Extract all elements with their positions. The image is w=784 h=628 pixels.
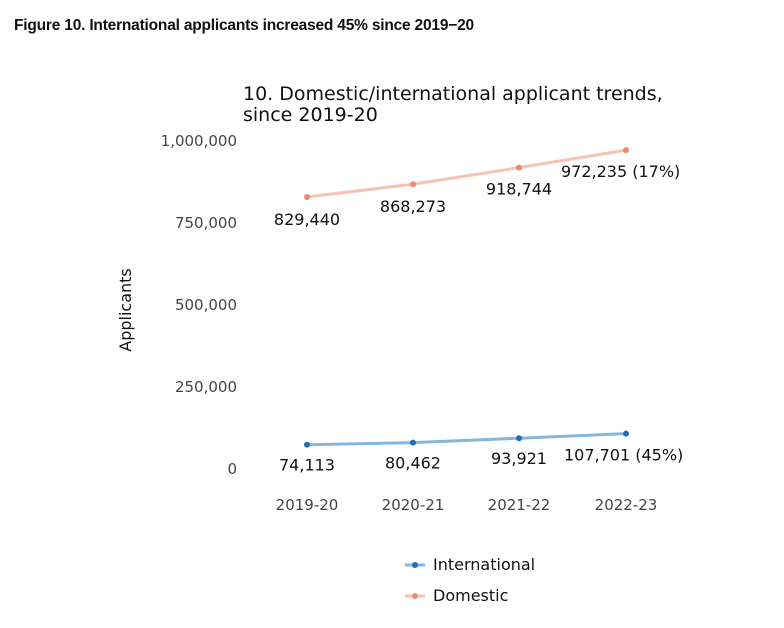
- legend-swatch-international-dot: [412, 562, 418, 568]
- data-label: 93,921: [491, 449, 547, 468]
- data-label: 107,701 (45%): [564, 446, 683, 465]
- y-tick-label: 0: [227, 460, 237, 478]
- y-tick-label: 750,000: [175, 214, 237, 232]
- y-ticks: 0 250,000 500,000 750,000 1,000,000: [161, 132, 237, 478]
- legend: International Domestic: [405, 555, 535, 605]
- data-label: 80,462: [385, 454, 441, 473]
- y-tick-label: 250,000: [175, 378, 237, 396]
- series-line-domestic: [305, 148, 628, 199]
- y-tick-label: 500,000: [175, 296, 237, 314]
- data-point: [516, 164, 522, 171]
- legend-swatch-domestic-dot: [412, 593, 418, 599]
- data-point: [623, 430, 629, 437]
- x-tick-label: 2020-21: [382, 496, 445, 514]
- series-domestic: 829,440 868,273 918,744 972,235 (17%): [274, 147, 680, 229]
- x-tick-label: 2019-20: [276, 496, 339, 514]
- data-point: [410, 181, 416, 188]
- data-point: [304, 441, 310, 448]
- legend-label-domestic: Domestic: [433, 586, 508, 605]
- data-label: 74,113: [279, 456, 335, 475]
- x-ticks: 2019-20 2020-21 2021-22 2022-23: [276, 496, 658, 514]
- x-tick-label: 2022-23: [595, 496, 658, 514]
- x-tick-label: 2021-22: [488, 496, 551, 514]
- chart-title-line-2: since 2019-20: [243, 104, 378, 126]
- data-label: 868,273: [380, 197, 446, 216]
- legend-label-international: International: [433, 555, 535, 574]
- data-point: [410, 439, 416, 446]
- data-label: 829,440: [274, 210, 340, 229]
- series-layer: 74,113 80,462 93,921 107,701 (45%) 829,440 86…: [274, 147, 683, 475]
- data-point: [304, 193, 310, 200]
- data-point: [623, 147, 629, 154]
- series-line-international: [305, 432, 628, 447]
- data-label: 972,235 (17%): [561, 162, 680, 181]
- y-axis-label: Applicants: [116, 268, 135, 352]
- figure-title: Figure 10. International applicants incr…: [14, 17, 474, 34]
- series-international: 74,113 80,462 93,921 107,701 (45%): [279, 430, 683, 475]
- legend-item-international: International: [405, 555, 535, 574]
- data-label: 918,744: [486, 180, 552, 199]
- chart-title-line-1: 10. Domestic/international applicant tre…: [243, 83, 663, 105]
- legend-item-domestic: Domestic: [405, 586, 508, 605]
- y-tick-label: 1,000,000: [161, 132, 237, 150]
- data-point: [516, 435, 522, 442]
